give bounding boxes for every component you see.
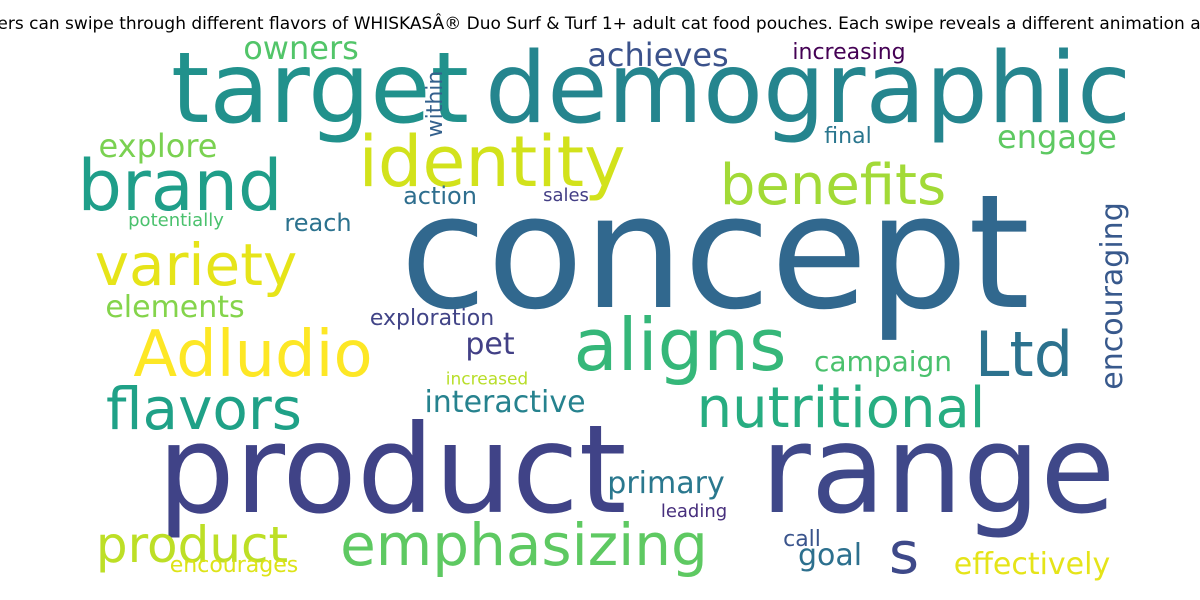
word-call: call (783, 527, 821, 552)
word-aligns: aligns (573, 303, 787, 387)
word-leading: leading (660, 501, 728, 522)
word-explore: explore (98, 127, 218, 165)
word-reach: reach (284, 209, 352, 237)
caption-title: users can swipe through different flavor… (0, 12, 1200, 36)
word-demographic: demographic (485, 32, 1131, 146)
word-benefits: benefits (719, 153, 947, 218)
word-final: final (824, 124, 872, 149)
word-concept: concept (400, 161, 1030, 345)
word-engage: engage (997, 118, 1117, 156)
word-encourages: encourages (169, 553, 299, 578)
word-primary: primary (607, 466, 725, 501)
word-emphasizing: emphasizing (340, 511, 708, 579)
word-ltd: Ltd (974, 318, 1074, 391)
word-exploration: exploration (369, 306, 495, 331)
word-identity: identity (358, 121, 626, 203)
word-owners: owners (243, 29, 359, 67)
word-elements: elements (105, 290, 245, 325)
word-range: range (760, 399, 1116, 541)
word-campaign: campaign (813, 345, 953, 378)
word-increased: increased (445, 369, 529, 390)
word-flavors: flavors (106, 375, 302, 443)
word-adludio: Adludio (133, 318, 373, 392)
word-increasing: increasing (792, 40, 906, 65)
word-product-small: product (95, 516, 289, 574)
word-nutritional: nutritional (696, 376, 986, 441)
word-goal: goal (797, 538, 863, 573)
word-target: target (171, 32, 469, 146)
word-encouraging: encouraging (1095, 202, 1130, 390)
word-product: product (157, 399, 627, 541)
caption-text: users can swipe through different flavor… (0, 14, 1200, 34)
word-action: action (403, 182, 477, 210)
word-effectively: effectively (953, 547, 1111, 582)
word-interactive: interactive (424, 385, 586, 420)
word-variety: variety (94, 231, 298, 299)
word-potentially: potentially (128, 210, 224, 231)
word-s: s (888, 519, 920, 587)
word-pet: pet (465, 327, 515, 362)
word-achieves: achieves (587, 36, 729, 74)
word-brand: brand (77, 145, 283, 227)
word-sales: sales (543, 185, 589, 206)
